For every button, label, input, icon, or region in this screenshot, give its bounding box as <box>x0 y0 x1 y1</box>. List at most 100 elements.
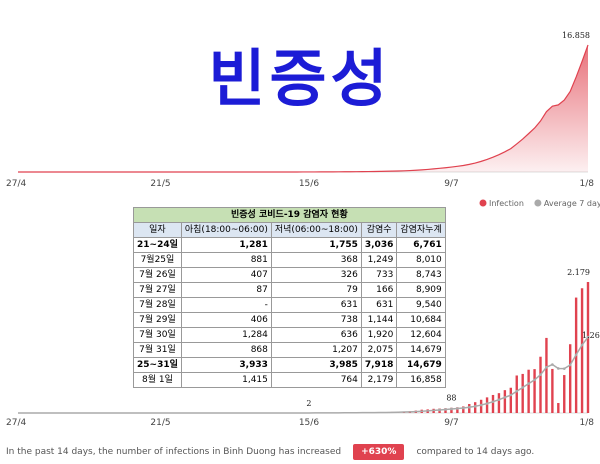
table-cell: 8월 1일 <box>133 372 182 388</box>
area-line <box>18 44 589 173</box>
bar <box>586 282 590 413</box>
table-row: 7월 26일 407 326 733 8,743 <box>133 267 446 283</box>
footer-text: In the past 14 days, the number of infec… <box>6 447 342 457</box>
average-point <box>562 367 566 370</box>
table-cell: 3,985 <box>270 357 362 373</box>
average-point <box>527 382 530 385</box>
table-cell: 8,909 <box>396 282 446 298</box>
bar <box>539 356 542 413</box>
table-cell: 1,920 <box>360 327 398 343</box>
average-point <box>503 396 507 399</box>
table-header-row: 일자 아침(18:00~06:00) 저녁(06:00~18:00) 감염수 감염자누계 <box>133 222 446 238</box>
header-cell: 일자 <box>133 222 182 238</box>
table-cell: 868 <box>180 342 272 358</box>
table-cell: 7월 29일 <box>133 312 182 328</box>
table-cell: 406 <box>180 312 272 328</box>
average-point <box>521 386 524 389</box>
x-tick-label: 1/8 <box>580 418 595 428</box>
table-cell: 7,918 <box>360 357 398 373</box>
average-point <box>491 400 495 404</box>
table-cell: 881 <box>180 252 272 268</box>
table-row: 7월 30일 1,284 636 1,920 12,604 <box>133 327 446 343</box>
data-table: 빈증성 코비드-19 감염자 현황 일자 아침(18:00~06:00) 저녁(06:… <box>133 207 446 388</box>
footer: In the past 14 days, the number of infec… <box>6 444 534 460</box>
bar <box>450 407 453 413</box>
average-point <box>515 389 519 393</box>
table-cell: 7월 28일 <box>133 297 182 313</box>
table-cell: 3,036 <box>360 237 398 253</box>
bar <box>456 407 459 413</box>
header-cell: 아침(18:00~06:00) <box>180 222 272 238</box>
average-point <box>551 363 554 366</box>
table-cell: 7월25일 <box>133 252 182 268</box>
bar <box>557 403 560 413</box>
table-cell: 21~24일 <box>133 237 182 253</box>
bar <box>533 369 536 413</box>
table-cell: 1,249 <box>360 252 398 268</box>
bar <box>545 337 548 413</box>
value-label: 1.26 <box>582 331 600 340</box>
bar <box>568 344 572 413</box>
x-tick-label: 21/5 <box>150 418 170 428</box>
table-cell: 79 <box>270 282 362 298</box>
table-row: 25~31일 3,933 3,985 7,918 14,679 <box>133 357 446 373</box>
x-tick-label: 9/7 <box>444 179 458 189</box>
bar <box>551 368 554 413</box>
average-point <box>533 378 536 382</box>
table-cell: 1,144 <box>360 312 398 328</box>
table-cell: - <box>180 297 272 313</box>
table-cell: 1,207 <box>270 342 362 358</box>
table-cell: 368 <box>270 252 362 268</box>
table-cell: 1,281 <box>180 237 272 253</box>
table-cell: 7월 31일 <box>133 342 182 358</box>
table-cell: 87 <box>180 282 272 298</box>
table-cell: 738 <box>270 312 362 328</box>
table-cell: 326 <box>270 267 362 283</box>
table-cell: 8,010 <box>396 252 446 268</box>
bar <box>521 373 524 413</box>
average-point <box>580 343 584 347</box>
bar <box>462 406 465 413</box>
area-fill <box>18 45 588 172</box>
average-point <box>539 373 542 376</box>
x-tick-label: 21/5 <box>150 179 170 189</box>
average-point <box>497 398 501 401</box>
table-row: 7월 31일 868 1,207 2,075 14,679 <box>133 342 446 358</box>
average-point <box>485 402 489 405</box>
average-point <box>568 363 572 367</box>
table-title: 빈증성 코비드-19 감염자 현황 <box>133 207 446 223</box>
footer-suffix: compared to 14 days ago. <box>416 447 535 457</box>
bar <box>509 387 513 413</box>
average-point <box>438 408 441 412</box>
table-cell: 7월 26일 <box>133 267 182 283</box>
legend-label: Average 7 days <box>544 199 600 208</box>
average-point <box>509 393 513 397</box>
average-point <box>557 367 560 370</box>
table-cell: 14,679 <box>396 357 446 373</box>
bar <box>580 288 584 413</box>
bar <box>491 394 495 413</box>
bar <box>527 369 530 413</box>
average-point <box>462 406 465 410</box>
average-point <box>586 335 590 339</box>
average-point <box>467 405 471 409</box>
x-tick-label: 15/6 <box>299 179 319 189</box>
table-cell: 10,684 <box>396 312 446 328</box>
value-label: 2 <box>306 399 311 408</box>
table-cell: 1,284 <box>180 327 272 343</box>
bar <box>563 375 566 413</box>
table-cell: 7월 30일 <box>133 327 182 343</box>
legend-swatch <box>534 199 542 207</box>
value-label: 16.858 <box>562 31 590 40</box>
table-row: 8월 1일 1,415 764 2,179 16,858 <box>133 372 446 388</box>
average-point <box>444 408 447 411</box>
table-cell: 2,179 <box>360 372 398 388</box>
change-badge: +630% <box>353 444 405 460</box>
table-row: 7월 27일 87 79 166 8,909 <box>133 282 446 298</box>
average-point <box>456 407 459 410</box>
table-cell: 16,858 <box>396 372 446 388</box>
table-cell: 2,075 <box>360 342 398 358</box>
table-cell: 25~31일 <box>133 357 182 373</box>
table-cell: 8,743 <box>396 267 446 283</box>
